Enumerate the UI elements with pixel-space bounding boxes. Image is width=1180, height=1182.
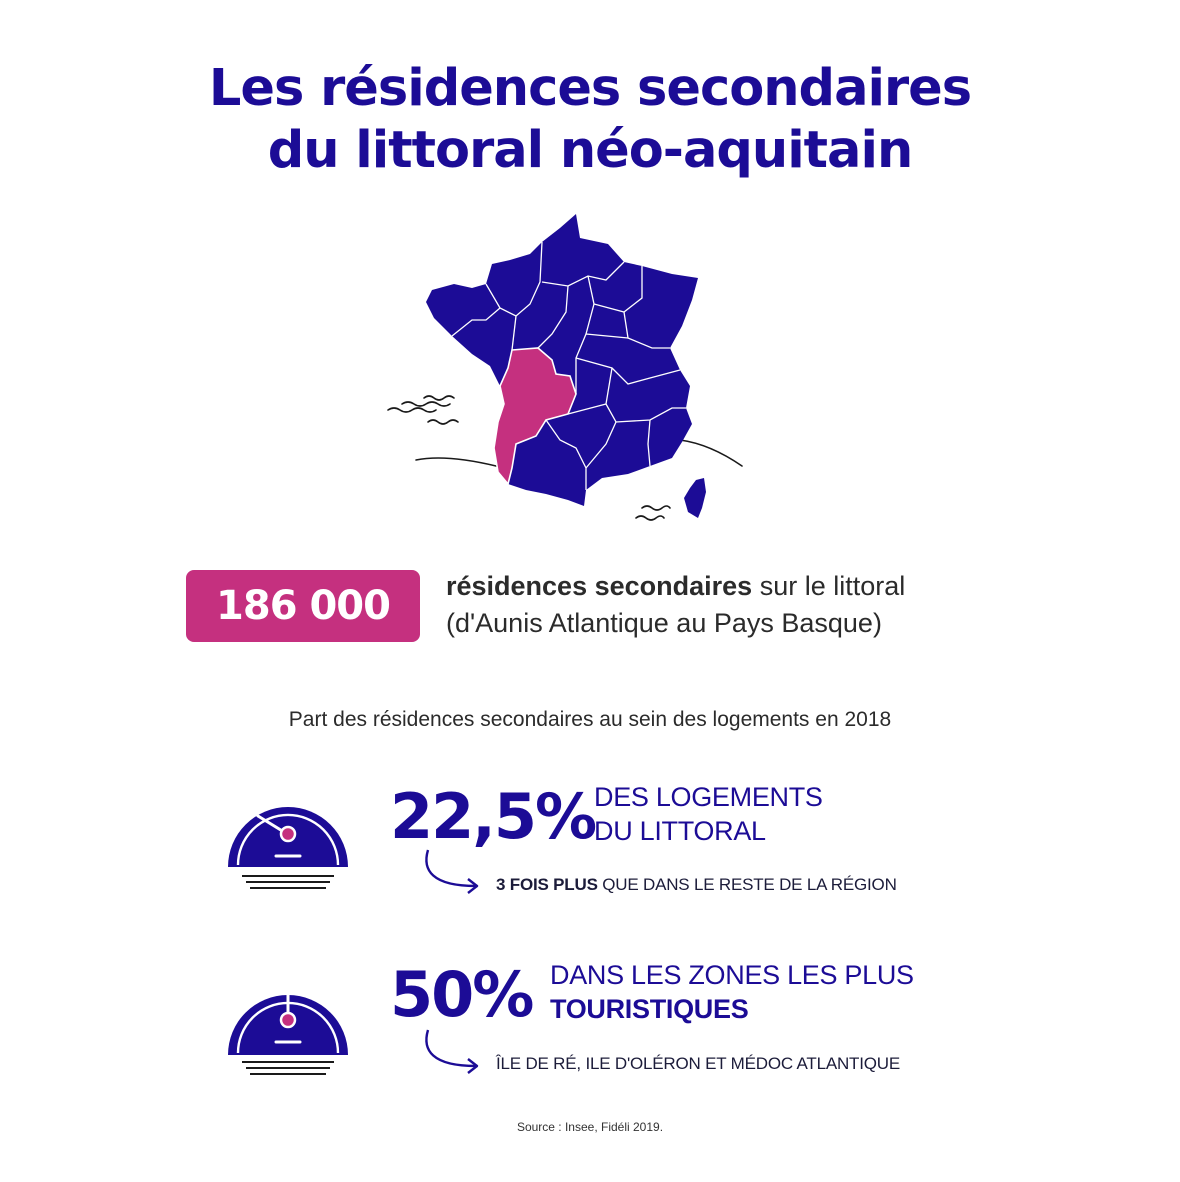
stat-note-coast: 3 FOIS PLUS QUE DANS LE RESTE DE LA RÉGI… [496, 875, 897, 895]
stat-caption-coast: DES LOGEMENTS DU LITTORAL [594, 780, 823, 848]
gauge-icon [228, 982, 348, 1075]
stat-caption-line-1: DES LOGEMENTS [594, 782, 823, 812]
stat-value-tourist: 50% [390, 958, 534, 1031]
stat-note-tourist: ÎLE DE RÉ, ILE D'OLÉRON ET MÉDOC ATLANTI… [496, 1054, 900, 1073]
source-note: Source : Insee, Fidéli 2019. [516, 1120, 664, 1134]
stat-caption-tourist: DANS LES ZONES LES PLUS TOURISTIQUES [550, 958, 914, 1026]
stat-note-bold: 3 FOIS PLUS [496, 875, 598, 894]
total-count-description: résidences secondaires sur le littoral (… [446, 568, 905, 642]
description-rest: sur le littoral [752, 571, 906, 601]
gauge-icon [228, 807, 348, 889]
description-bold: résidences secondaires [446, 571, 753, 601]
france-map-icon [387, 214, 743, 521]
stat-caption-line-2: DU LITTORAL [594, 816, 766, 846]
stat-value-coast: 22,5% [390, 780, 597, 853]
title-line-1: Les résidences secondaires [208, 59, 972, 118]
curved-arrow-icon [425, 849, 479, 894]
description-line-2: (d'Aunis Atlantique au Pays Basque) [446, 608, 882, 638]
stat-caption-line-2: TOURISTIQUES [550, 994, 749, 1024]
stat-note-rest: QUE DANS LE RESTE DE LA RÉGION [597, 875, 897, 894]
section-subtitle: Part des résidences secondaires au sein … [288, 708, 892, 731]
stat-caption-line-1: DANS LES ZONES LES PLUS [550, 960, 914, 990]
page-title: Les résidences secondaires du littoral n… [0, 58, 1180, 182]
curved-arrow-icon [425, 1029, 479, 1074]
title-line-2: du littoral néo-aquitain [267, 121, 914, 180]
total-count-badge: 186 000 [186, 570, 420, 642]
